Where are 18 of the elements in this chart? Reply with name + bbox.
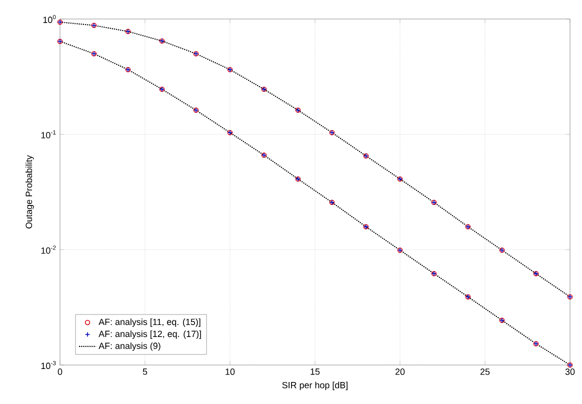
y-tick-label: 10$^{-3}$ [41, 360, 56, 370]
x-tick-label: 15 [310, 368, 320, 375]
x-axis-title: SIR per hop [dB] [282, 382, 348, 390]
x-tick-label: 25 [480, 368, 490, 375]
legend-label: AF: analysis [12, eq. (17)] [98, 330, 201, 339]
y-axis-title: Outage Probability [25, 155, 34, 228]
x-tick-label: 30 [565, 368, 575, 375]
x-tick-label: 20 [395, 368, 405, 375]
x-tick-label: 5 [142, 368, 148, 375]
y-tick-label: 10$^{-1}$ [41, 130, 56, 138]
line-series [60, 40, 570, 366]
y-tick-label: 10$^{-2}$ [41, 246, 56, 254]
y-tick-label: 10$^{0}$ [43, 14, 56, 24]
x-tick-label: 10 [226, 368, 235, 375]
legend-label: AF: analysis (9) [98, 342, 160, 351]
line-series [60, 22, 570, 298]
x-tick-label: 0 [58, 368, 62, 375]
legend-label: AF: analysis [11, eq. (15)] [98, 318, 200, 327]
